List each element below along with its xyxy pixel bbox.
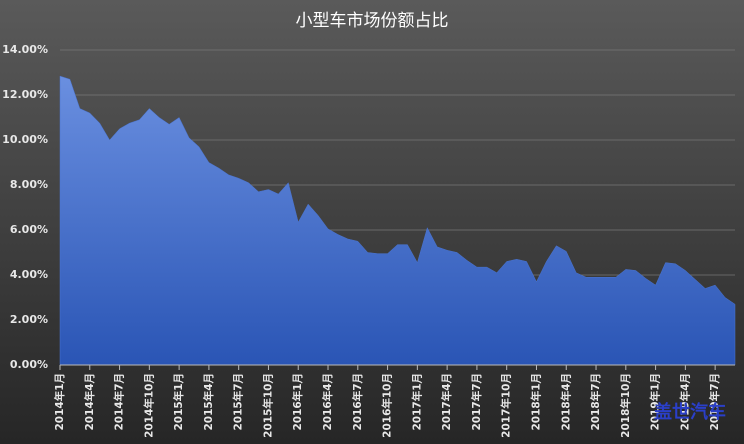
x-tick-label: 2014年10月 <box>142 373 155 438</box>
x-tick-label: 2016年10月 <box>381 373 394 438</box>
x-tick-label: 2016年4月 <box>321 373 334 431</box>
x-tick-label: 2015年10月 <box>261 373 274 438</box>
y-tick-label: 2.00% <box>10 313 48 326</box>
x-tick-label: 2016年1月 <box>291 373 304 431</box>
x-tick-label: 2019年4月 <box>678 373 691 431</box>
x-tick-label: 2014年7月 <box>113 373 126 431</box>
chart-title: 小型车市场份额占比 <box>296 11 449 31</box>
y-tick-label: 4.00% <box>10 268 48 281</box>
x-tick-label: 2017年1月 <box>410 373 423 431</box>
y-tick-label: 14.00% <box>2 43 48 56</box>
x-tick-label: 2018年10月 <box>619 373 632 438</box>
watermark: 盖世汽车 <box>654 401 726 423</box>
x-tick-label: 2014年1月 <box>53 373 66 431</box>
y-tick-label: 0.00% <box>10 358 48 371</box>
x-tick-label: 2019年1月 <box>649 373 662 431</box>
area <box>59 75 736 366</box>
x-tick-label: 2017年4月 <box>440 373 453 431</box>
x-tick-label: 2014年4月 <box>83 373 96 431</box>
x-tick-label: 2015年4月 <box>202 373 215 431</box>
x-tick-label: 2019年7月 <box>708 373 721 431</box>
x-tick-label: 2015年1月 <box>172 373 185 431</box>
y-tick-label: 6.00% <box>10 223 48 236</box>
x-tick-label: 2015年7月 <box>232 373 245 431</box>
x-tick-label: 2017年10月 <box>500 373 513 438</box>
x-tick-label: 2016年7月 <box>351 373 364 431</box>
y-tick-label: 12.00% <box>2 88 48 101</box>
x-tick-label: 2018年4月 <box>559 373 572 431</box>
y-tick-label: 8.00% <box>10 178 48 191</box>
x-tick-label: 2018年7月 <box>589 373 602 431</box>
x-tick-label: 2018年1月 <box>529 373 542 431</box>
y-tick-label: 10.00% <box>2 133 48 146</box>
x-tick-label: 2017年7月 <box>470 373 483 431</box>
